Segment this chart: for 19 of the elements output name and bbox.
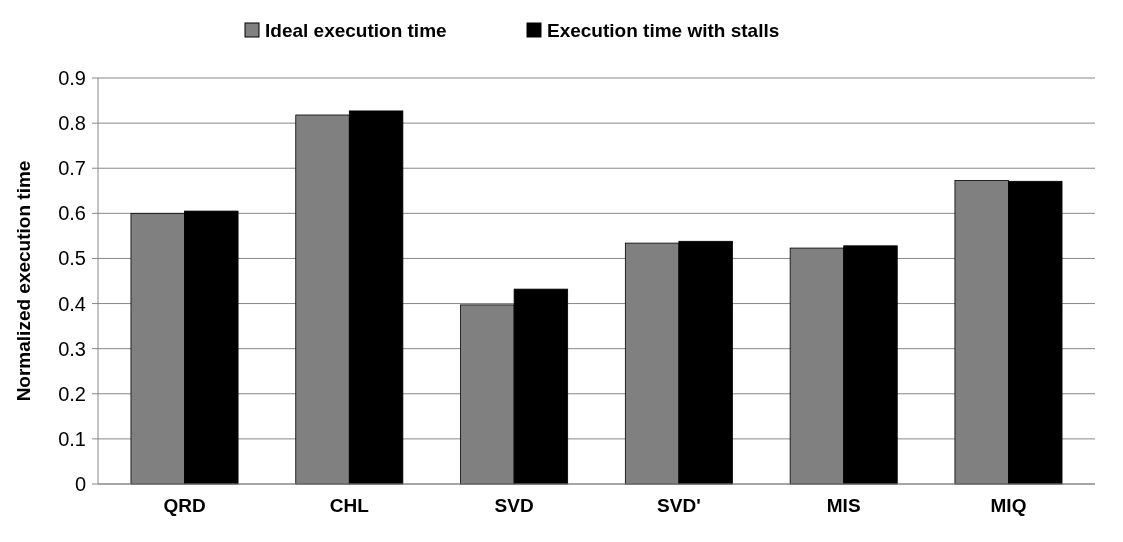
y-tick-label: 0.3: [58, 337, 86, 360]
y-tick-label: 0.4: [58, 292, 86, 315]
y-tick-label: 0.5: [58, 247, 86, 270]
y-tick-label: 0.9: [58, 67, 86, 89]
y-tick-label: 0: [74, 473, 86, 495]
legend-label: Execution time with stalls: [547, 19, 780, 41]
x-tick-label: SVD: [494, 495, 534, 516]
y-tick-label: 0.7: [58, 157, 86, 180]
y-tick-label: 0.2: [58, 382, 86, 405]
x-tick-label: MIQ: [990, 495, 1027, 516]
legend-label: Ideal execution time: [265, 19, 447, 41]
y-tick-label: 0.1: [58, 427, 86, 450]
y-axis-title: Normalized execution time: [13, 160, 34, 402]
y-tick-label: 0.6: [58, 202, 86, 225]
y-tick-label: 0.8: [58, 112, 86, 135]
x-tick-label: SVD': [657, 495, 701, 516]
x-tick-label: CHL: [329, 495, 370, 516]
x-tick-label: QRD: [163, 495, 206, 516]
x-tick-label: MIS: [826, 495, 861, 516]
